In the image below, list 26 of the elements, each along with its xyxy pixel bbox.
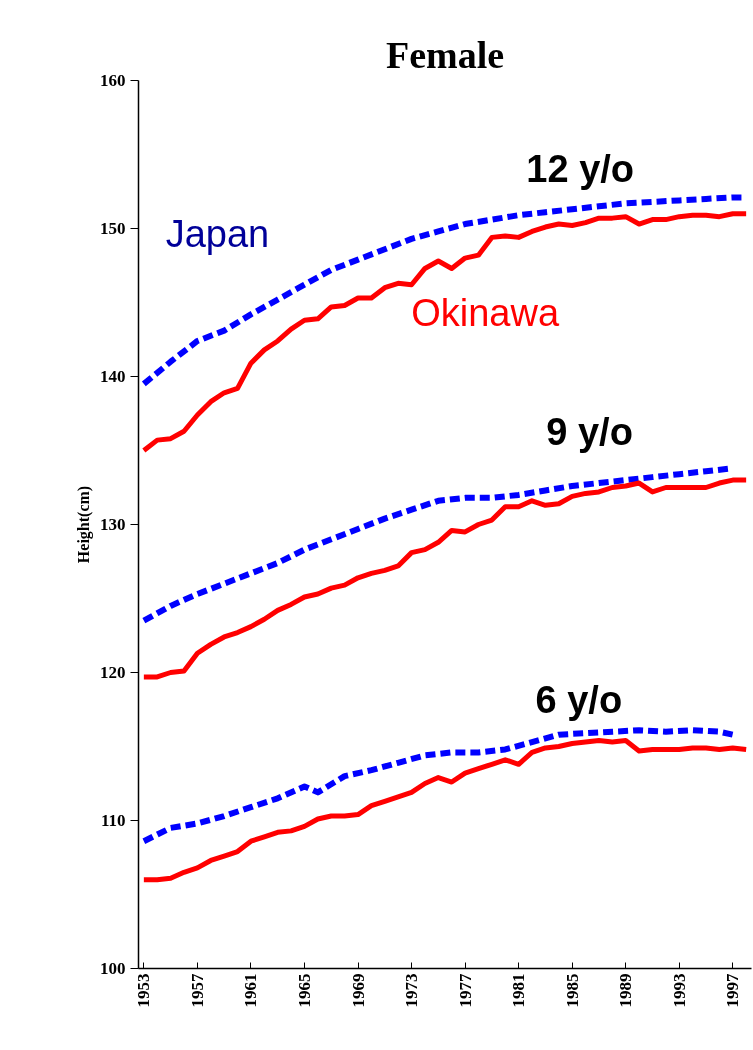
series-label: Japan bbox=[165, 213, 270, 256]
x-tick-label: 1969 bbox=[348, 973, 368, 1008]
x-tick-label: 1997 bbox=[723, 973, 743, 1008]
annotation: 12 y/o bbox=[526, 148, 635, 191]
x-tick-label: 1953 bbox=[134, 973, 154, 1008]
x-tick-label: 1977 bbox=[455, 973, 475, 1008]
y-tick-label: 150 bbox=[100, 219, 126, 238]
y-tick-label: 130 bbox=[100, 515, 126, 534]
x-tick-label: 1981 bbox=[509, 973, 529, 1008]
annotation: 9 y/o bbox=[546, 411, 633, 454]
y-axis-title: Height(cm) bbox=[75, 485, 93, 564]
y-tick-label: 140 bbox=[100, 367, 126, 386]
y-tick-label: 110 bbox=[100, 811, 126, 830]
x-tick-label: 1973 bbox=[402, 973, 422, 1008]
y-tick-label: 120 bbox=[100, 663, 126, 682]
x-tick-label: 1985 bbox=[562, 973, 582, 1008]
series-label: Okinawa bbox=[411, 291, 560, 334]
annotation: 6 y/o bbox=[535, 679, 623, 722]
x-tick-label: 1961 bbox=[241, 973, 261, 1008]
y-tick-label: 100 bbox=[100, 959, 126, 978]
x-tick-label: 1957 bbox=[187, 973, 207, 1008]
y-tick-label: 160 bbox=[100, 71, 126, 90]
chart-title: Female bbox=[385, 33, 505, 76]
x-tick-label: 1989 bbox=[616, 973, 636, 1008]
x-tick-label: 1993 bbox=[669, 973, 689, 1008]
x-tick-label: 1965 bbox=[294, 973, 314, 1008]
